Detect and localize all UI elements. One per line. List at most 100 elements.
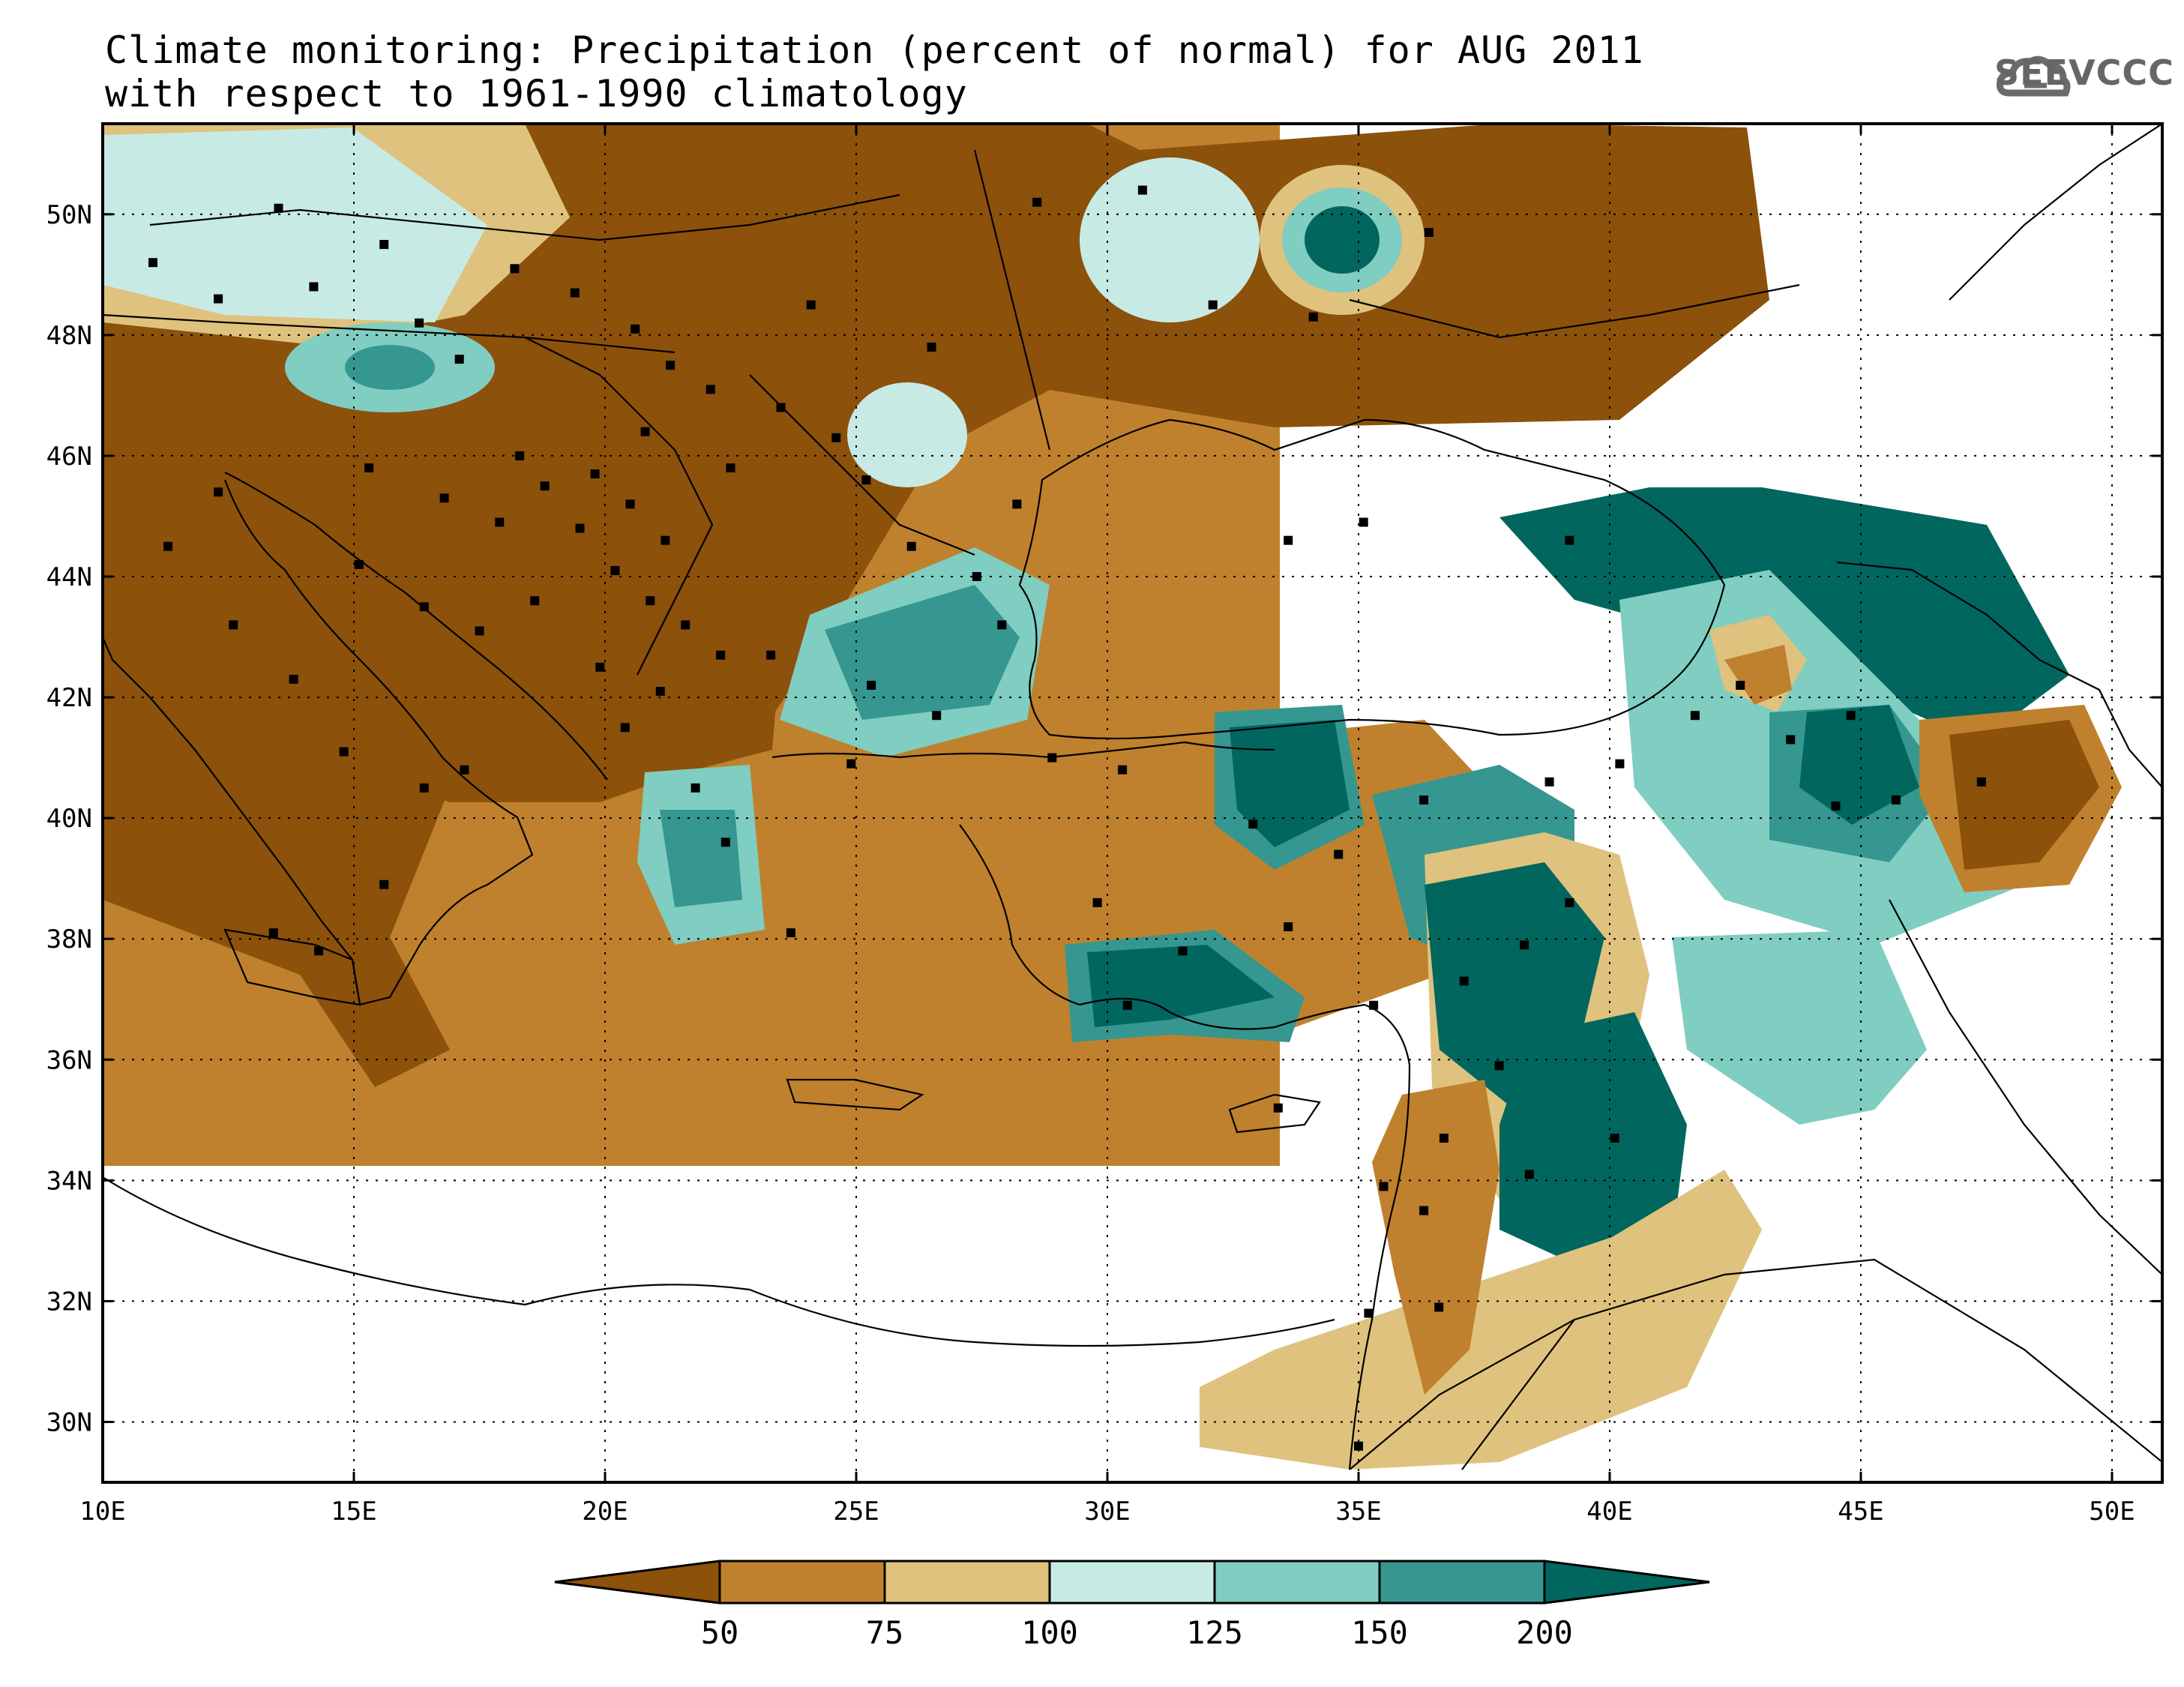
y-tick-label: 42N	[46, 683, 92, 713]
colorbar-label: 100	[1021, 1614, 1078, 1651]
station-marker	[691, 783, 700, 793]
station-marker	[1248, 820, 1258, 829]
colorbar-box	[718, 1560, 886, 1605]
station-marker	[1369, 1000, 1379, 1010]
station-marker	[148, 258, 157, 268]
station-marker	[229, 620, 238, 630]
station-marker	[867, 680, 876, 690]
station-marker	[1334, 849, 1344, 859]
map-title: Climate monitoring: Precipitation (perce…	[105, 28, 1644, 115]
station-marker	[1273, 1103, 1283, 1113]
station-marker	[1846, 711, 1856, 721]
colorbar-label: 50	[701, 1614, 739, 1651]
station-marker	[1494, 1061, 1504, 1071]
station-marker	[831, 433, 841, 442]
title-line-1: Climate monitoring: Precipitation (perce…	[105, 28, 1644, 72]
station-marker	[274, 203, 283, 213]
station-marker	[460, 765, 469, 775]
station-marker	[1359, 517, 1368, 527]
cloud-icon	[1997, 55, 2071, 97]
station-marker	[681, 620, 691, 630]
colorbar-box	[1213, 1560, 1381, 1605]
station-marker	[1284, 535, 1293, 545]
x-tick-label: 10E	[79, 1497, 125, 1527]
y-axis: 30N 32N 34N 36N 38N 40N 42N 44N 46N 48N 50N	[46, 200, 2162, 1437]
station-marker	[972, 572, 981, 581]
station-marker	[1891, 795, 1901, 805]
logo-text: SEEVCCC	[1994, 52, 2174, 93]
y-tick-label: 48N	[46, 321, 92, 351]
station-marker	[1118, 765, 1128, 775]
station-marker	[1032, 197, 1042, 207]
station-marker	[419, 602, 429, 612]
x-tick-label: 30E	[1084, 1497, 1130, 1527]
station-marker	[1565, 897, 1574, 907]
colorbar-box	[883, 1560, 1051, 1605]
station-marker	[625, 499, 635, 509]
station-marker	[214, 294, 223, 304]
station-marker	[1610, 1133, 1619, 1143]
station-marker	[1434, 1302, 1444, 1312]
colorbar-box	[1048, 1560, 1216, 1605]
colorbar-label: 75	[866, 1614, 904, 1651]
y-tick-label: 44N	[46, 562, 92, 592]
station-marker	[214, 487, 223, 497]
station-marker	[1284, 922, 1293, 932]
station-marker	[776, 403, 786, 412]
station-marker	[997, 620, 1007, 630]
station-marker	[1047, 753, 1057, 763]
station-marker	[495, 517, 505, 527]
station-marker	[540, 481, 550, 491]
station-marker	[415, 318, 424, 328]
station-marker	[806, 300, 816, 310]
grid-lines	[103, 124, 2162, 1482]
station-marker	[631, 324, 640, 334]
station-marker	[354, 559, 364, 569]
station-marker	[706, 385, 715, 394]
station-marker	[419, 783, 429, 793]
station-marker	[590, 469, 600, 479]
colorbar-label: 200	[1516, 1614, 1573, 1651]
station-marker	[1424, 227, 1434, 237]
station-marker	[1565, 535, 1574, 545]
station-marker	[666, 361, 676, 370]
x-tick-label: 25E	[833, 1497, 879, 1527]
station-marker	[610, 565, 620, 575]
station-marker	[716, 650, 726, 660]
colorbar-label: 125	[1186, 1614, 1243, 1651]
station-marker	[1439, 1133, 1449, 1143]
precipitation-field	[103, 124, 2122, 1470]
station-marker	[595, 662, 605, 672]
station-marker	[646, 596, 655, 606]
y-tick-label: 34N	[46, 1166, 92, 1196]
station-marker	[1364, 1308, 1374, 1318]
station-marker	[932, 711, 942, 721]
station-marker	[1544, 777, 1554, 787]
station-marker	[786, 928, 795, 938]
station-marker	[163, 541, 173, 551]
station-marker	[661, 535, 670, 545]
station-marker	[1419, 795, 1429, 805]
station-marker	[1208, 300, 1218, 310]
x-tick-label: 45E	[1838, 1497, 1883, 1527]
station-marker	[655, 687, 665, 697]
station-marker	[1354, 1441, 1363, 1451]
station-marker	[620, 723, 630, 733]
map-frame	[101, 122, 2164, 1484]
x-tick-label: 50E	[2089, 1497, 2135, 1527]
station-marker	[309, 282, 319, 292]
station-marker	[364, 463, 374, 473]
station-marker	[1524, 1170, 1534, 1179]
x-tick-label: 20E	[582, 1497, 628, 1527]
station-marker	[475, 626, 484, 636]
country-borders	[103, 124, 2162, 1470]
station-marker	[515, 451, 525, 460]
station-marker	[1012, 499, 1022, 509]
station-marker	[726, 463, 735, 473]
station-marker	[570, 288, 580, 298]
title-line-2: with respect to 1961-1990 climatology	[105, 72, 968, 115]
station-marker	[1520, 940, 1529, 950]
station-marker	[379, 879, 389, 889]
station-marker	[268, 928, 278, 938]
